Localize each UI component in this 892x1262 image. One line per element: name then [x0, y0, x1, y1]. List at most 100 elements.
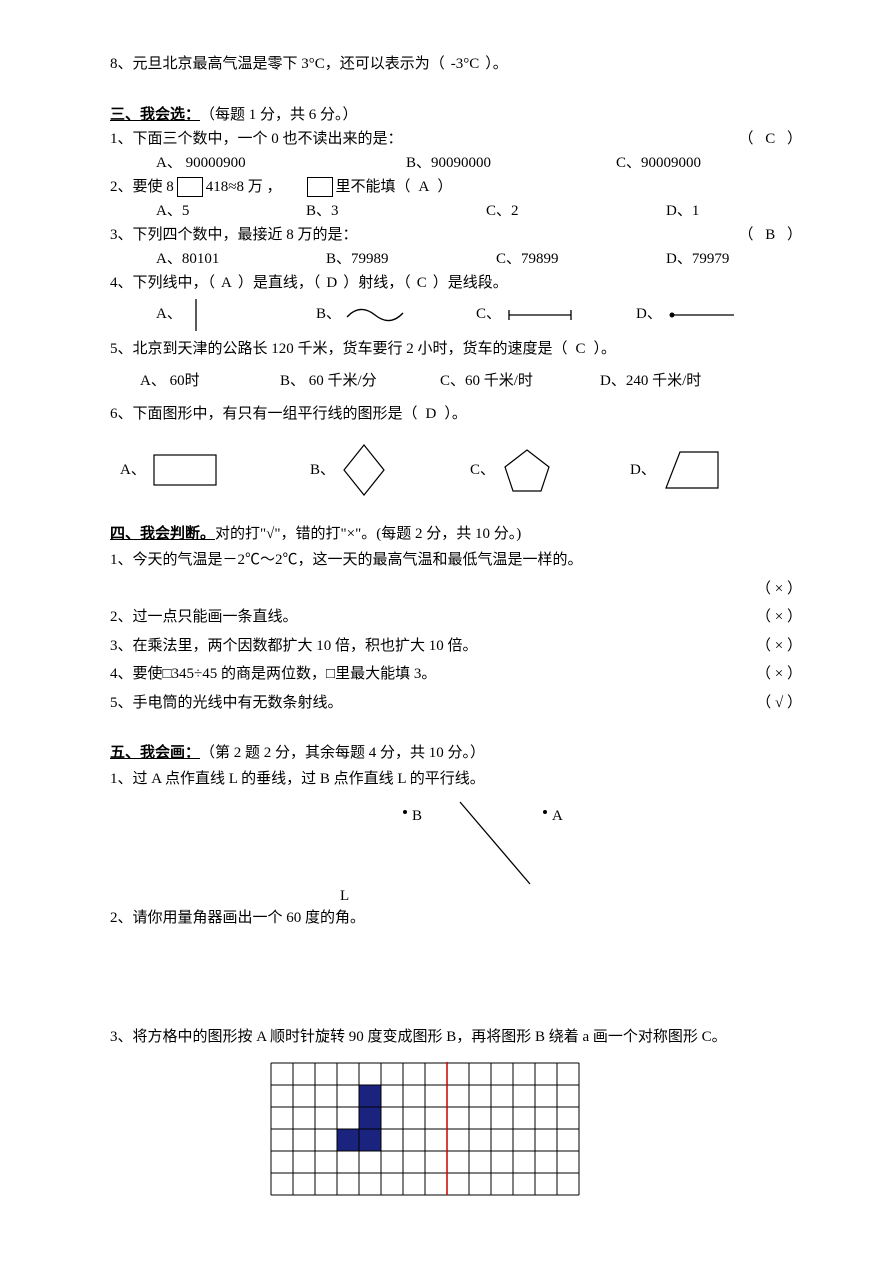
- sec5-q1-figure: B A L: [230, 794, 802, 904]
- sec4-q2-ans: （ × ）: [756, 603, 802, 632]
- sec3-q4: 4、下列线中，（ A ）是直线，（ D ）射线，（ C ）是线段。: [110, 271, 802, 295]
- sec4-q4-text: 4、要使□345÷45 的商是两位数，□里最大能填 3。: [110, 660, 436, 689]
- sec3-title: 三、我会选：: [110, 103, 200, 127]
- sec3-q5-a: 5、北京到天津的公路长 120 千米，货车要行 2 小时，货车的速度是（: [110, 335, 568, 364]
- sec3-q3-pl: （: [738, 227, 753, 243]
- sec3-q4-b: ）是直线，（: [238, 271, 321, 295]
- sec3-q3-ans-wrap: （ B ）: [738, 223, 802, 247]
- q8-answer: -3°C: [445, 50, 486, 79]
- point-b-label: B: [412, 802, 422, 831]
- q8-text-a: 8、元旦北京最高气温是零下 3°C，还可以表示为（: [110, 50, 445, 79]
- section-5: 五、我会画： （第 2 题 2 分，其余每题 4 分，共 10 分。） 1、过 …: [110, 741, 802, 1196]
- sec4-q4-ans: （ × ）: [756, 660, 802, 689]
- sec5-header: 五、我会画： （第 2 题 2 分，其余每题 4 分，共 10 分。）: [110, 741, 802, 765]
- sec5-q3: 3、将方格中的图形按 A 顺时针旋转 90 度变成图形 B，再将图形 B 绕着 …: [110, 1022, 802, 1052]
- sec3-header: 三、我会选： （每题 1 分，共 6 分。）: [110, 103, 802, 127]
- sec3-q6-labA: A、: [120, 456, 146, 485]
- sec3-q5-optB: B、 60 千米/分: [280, 367, 440, 396]
- sec3-q4-labB: B、: [316, 300, 341, 329]
- sec3-q4-labC: C、: [476, 300, 501, 329]
- sec3-q5-optA: A、 60时: [140, 367, 280, 396]
- ray-line-icon: [666, 305, 736, 325]
- sec3-q1: 1、下面三个数中，一个 0 也不读出来的是： （ C ）: [110, 127, 802, 151]
- sec5-title: 五、我会画：: [110, 741, 200, 765]
- sec3-q6-a: 6、下面图形中，有只有一组平行线的图形是（: [110, 400, 418, 429]
- sec3-q6-options: A、 B、 C、 D、: [110, 442, 802, 498]
- sec3-q5-b: ）。: [594, 335, 617, 364]
- sec4-q4: 4、要使□345÷45 的商是两位数，□里最大能填 3。 （ × ）: [110, 660, 802, 689]
- sec3-q2-optB: B、3: [306, 199, 486, 223]
- sec5-q2: 2、请你用量角器画出一个 60 度的角。: [110, 904, 802, 933]
- section-4: 四、我会判断。 对的打"√"，错的打"×"。(每题 2 分，共 10 分。) 1…: [110, 522, 802, 717]
- sec3-q2-answer: A: [411, 175, 438, 199]
- sec3-q2-options: A、5 B、3 C、2 D、1: [110, 199, 802, 223]
- sec4-q3: 3、在乘法里，两个因数都扩大 10 倍，积也扩大 10 倍。 （ × ）: [110, 632, 802, 661]
- q8: 8、元旦北京最高气温是零下 3°C，还可以表示为（ -3°C ）。: [110, 50, 802, 79]
- sec4-q3-text: 3、在乘法里，两个因数都扩大 10 倍，积也扩大 10 倍。: [110, 632, 478, 661]
- sec4-q2: 2、过一点只能画一条直线。 （ × ）: [110, 603, 802, 632]
- sec3-q6-answer: D: [418, 400, 445, 429]
- q8-text-b: ）。: [485, 50, 508, 79]
- sec5-q3-grid: [270, 1062, 802, 1196]
- sec3-q1-answer: C: [757, 131, 783, 147]
- sec3-q3-optA: A、80101: [156, 247, 326, 271]
- sec3-q4-labD: D、: [636, 300, 662, 329]
- sec3-q1-pr: ）: [787, 131, 802, 147]
- sec3-q2-d: ）: [437, 175, 452, 199]
- sec3-q5-optC: C、60 千米/时: [440, 367, 600, 396]
- box-icon: [307, 177, 333, 197]
- sec5-q2-space: [110, 932, 802, 1022]
- sec3-q1-optC: C、90009000: [616, 151, 701, 175]
- sec3-q5-options: A、 60时 B、 60 千米/分 C、60 千米/时 D、240 千米/时: [110, 367, 802, 396]
- sec3-q3-optD: D、79979: [666, 247, 729, 271]
- sec3-q1-optA: A、 90000900: [156, 151, 406, 175]
- sec3-q6-labC: C、: [470, 456, 495, 485]
- sec4-header: 四、我会判断。 对的打"√"，错的打"×"。(每题 2 分，共 10 分。): [110, 522, 802, 546]
- sec3-q4-ans3: C: [411, 271, 433, 295]
- sec3-q2: 2、要使 8 418≈8 万 ， 里不能填（ A ）: [110, 175, 802, 199]
- sec3-q4-a: 4、下列线中，（: [110, 271, 215, 295]
- vertical-line-icon: [186, 297, 216, 333]
- sec3-q6: 6、下面图形中，有只有一组平行线的图形是（ D ）。: [110, 400, 802, 429]
- sec3-q2-optA: A、5: [156, 199, 306, 223]
- page: 8、元旦北京最高气温是零下 3°C，还可以表示为（ -3°C ）。 三、我会选：…: [0, 0, 892, 1262]
- sec3-q1-ans-wrap: （ C ）: [738, 127, 802, 151]
- sec4-sub: 对的打"√"，错的打"×"。(每题 2 分，共 10 分。): [215, 522, 521, 546]
- sec4-q5-ans: （ √ ）: [756, 689, 802, 718]
- sec3-q1-options: A、 90000900 B、90090000 C、90009000: [110, 151, 802, 175]
- sec4-q5: 5、手电筒的光线中有无数条射线。 （ √ ）: [110, 689, 802, 718]
- sec3-q3-optC: C、79899: [496, 247, 666, 271]
- sec3-q4-ans1: A: [215, 271, 238, 295]
- sec3-q5: 5、北京到天津的公路长 120 千米，货车要行 2 小时，货车的速度是（ C ）…: [110, 335, 802, 364]
- trapezoid-icon: [660, 446, 724, 494]
- sec3-q2-optD: D、1: [666, 199, 699, 223]
- section-3: 三、我会选： （每题 1 分，共 6 分。） 1、下面三个数中，一个 0 也不读…: [110, 103, 802, 499]
- pentagon-icon: [499, 445, 555, 495]
- sec3-q3-options: A、80101 B、79989 C、79899 D、79979: [110, 247, 802, 271]
- sec3-sub: （每题 1 分，共 6 分。）: [200, 103, 358, 127]
- sec3-q2-a: 2、要使 8: [110, 175, 174, 199]
- segment-line-icon: [505, 305, 575, 325]
- sec3-q2-b: 418≈8 万 ，: [206, 175, 282, 199]
- sec4-q5-text: 5、手电筒的光线中有无数条射线。: [110, 689, 343, 718]
- sec4-title: 四、我会判断。: [110, 522, 215, 546]
- sec5-q1: 1、过 A 点作直线 L 的垂线，过 B 点作直线 L 的平行线。: [110, 765, 802, 794]
- rhombus-icon: [339, 442, 389, 498]
- sec3-q3-text: 3、下列四个数中，最接近 8 万的是：: [110, 223, 358, 247]
- sec3-q1-pl: （: [738, 131, 753, 147]
- sec3-q4-ans2: D: [320, 271, 343, 295]
- sec3-q3-pr: ）: [787, 227, 802, 243]
- sec3-q4-labA: A、: [156, 300, 182, 329]
- sec3-q2-c: 里不能填（: [336, 175, 411, 199]
- sec3-q3-optB: B、79989: [326, 247, 496, 271]
- sec3-q3-answer: B: [757, 227, 783, 243]
- sec3-q1-text: 1、下面三个数中，一个 0 也不读出来的是：: [110, 127, 403, 151]
- line-l-label: L: [340, 882, 349, 911]
- sec3-q3: 3、下列四个数中，最接近 8 万的是： （ B ）: [110, 223, 802, 247]
- sec5-sub: （第 2 题 2 分，其余每题 4 分，共 10 分。）: [200, 741, 485, 765]
- point-a-label: A: [552, 802, 563, 831]
- rectangle-icon: [150, 449, 220, 491]
- sec4-q1-ans: （ × ）: [756, 575, 802, 604]
- sec3-q5-optD: D、240 千米/时: [600, 367, 701, 396]
- sec4-q1: 1、今天的气温是－2℃～2℃，这一天的最高气温和最低气温是一样的。 （ × ）: [110, 546, 802, 603]
